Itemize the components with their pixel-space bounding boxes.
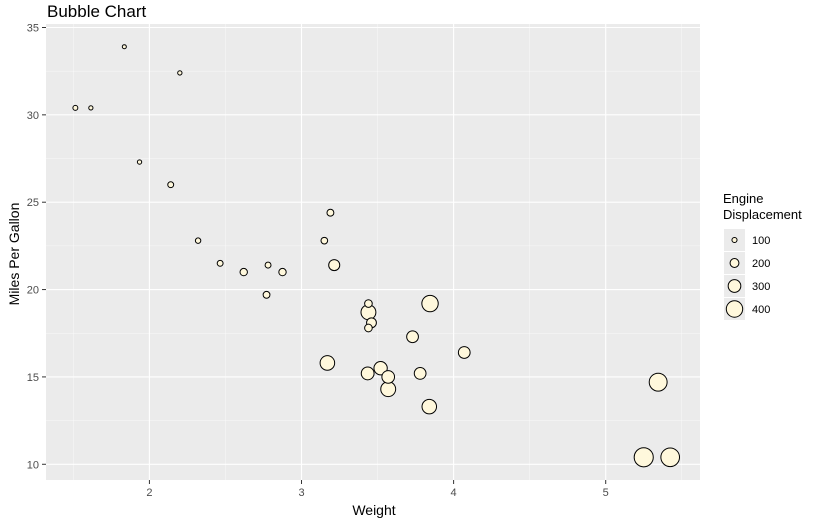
y-tick-label: 35	[27, 22, 39, 34]
x-tick-label: 5	[603, 487, 609, 499]
legend-keys: 100 200 300 400	[724, 229, 770, 320]
x-tick-label: 3	[298, 487, 304, 499]
bubble-point	[177, 70, 183, 76]
bubble-point	[421, 398, 438, 415]
bubble-point	[278, 267, 287, 277]
bubble-point	[72, 104, 79, 111]
y-axis-title: Miles Per Gallon	[6, 203, 22, 306]
bubble-point	[413, 367, 427, 380]
legend-key-bubble	[729, 258, 740, 268]
y-tick-label: 20	[27, 285, 39, 297]
bubble-point	[326, 208, 335, 217]
bubble-point	[320, 236, 329, 245]
bubble-point	[239, 267, 248, 277]
y-tick-label: 15	[27, 372, 39, 384]
x-tick-label: 4	[451, 487, 457, 499]
chart-title: Bubble Chart	[47, 2, 147, 21]
y-tick-label: 25	[27, 197, 39, 209]
major-gridlines	[46, 24, 700, 480]
x-axis-title: Weight	[352, 502, 395, 518]
bubble-point	[660, 447, 681, 468]
bubble-point	[633, 447, 654, 468]
legend-key-bubble	[731, 236, 738, 244]
legend-label: 400	[752, 304, 770, 316]
bubble-point	[381, 370, 396, 384]
bubble-point	[264, 261, 272, 269]
bubble-point	[136, 159, 143, 165]
bubble-point	[648, 372, 668, 392]
bubble-points	[72, 44, 681, 468]
bubble-point	[328, 259, 341, 272]
bubble-point	[262, 290, 271, 299]
minor-gridlines	[46, 24, 700, 480]
axis-ticks: 2 3 4 5 10 15 20 25 30 35	[27, 22, 609, 499]
legend: Engine Displacement 100 200 300 400	[723, 191, 802, 320]
bubble-point	[216, 259, 224, 267]
y-tick-label: 30	[27, 110, 39, 122]
legend-title-line-2: Displacement	[723, 207, 802, 222]
legend-label: 100	[752, 235, 770, 247]
legend-title-line-1: Engine	[723, 191, 763, 206]
bubble-point	[406, 330, 419, 344]
bubble-point	[380, 381, 397, 398]
bubble-point	[373, 361, 388, 376]
bubble-point	[319, 355, 336, 371]
bubble-point	[167, 181, 175, 189]
bubble-point	[194, 237, 202, 244]
bubble-point	[457, 346, 471, 359]
bubble-point	[421, 294, 439, 313]
plot-panel	[46, 24, 700, 480]
legend-label: 300	[752, 281, 770, 293]
y-tick-label: 10	[27, 459, 39, 471]
bubble-point	[88, 105, 94, 111]
bubble-point	[121, 44, 127, 50]
bubble-point	[364, 299, 373, 308]
legend-key-bubble	[725, 300, 744, 318]
bubble-point	[360, 366, 375, 381]
legend-label: 200	[752, 258, 770, 270]
x-tick-label: 2	[146, 487, 152, 499]
bubble-point	[364, 323, 373, 333]
legend-key-bubble	[727, 279, 742, 293]
